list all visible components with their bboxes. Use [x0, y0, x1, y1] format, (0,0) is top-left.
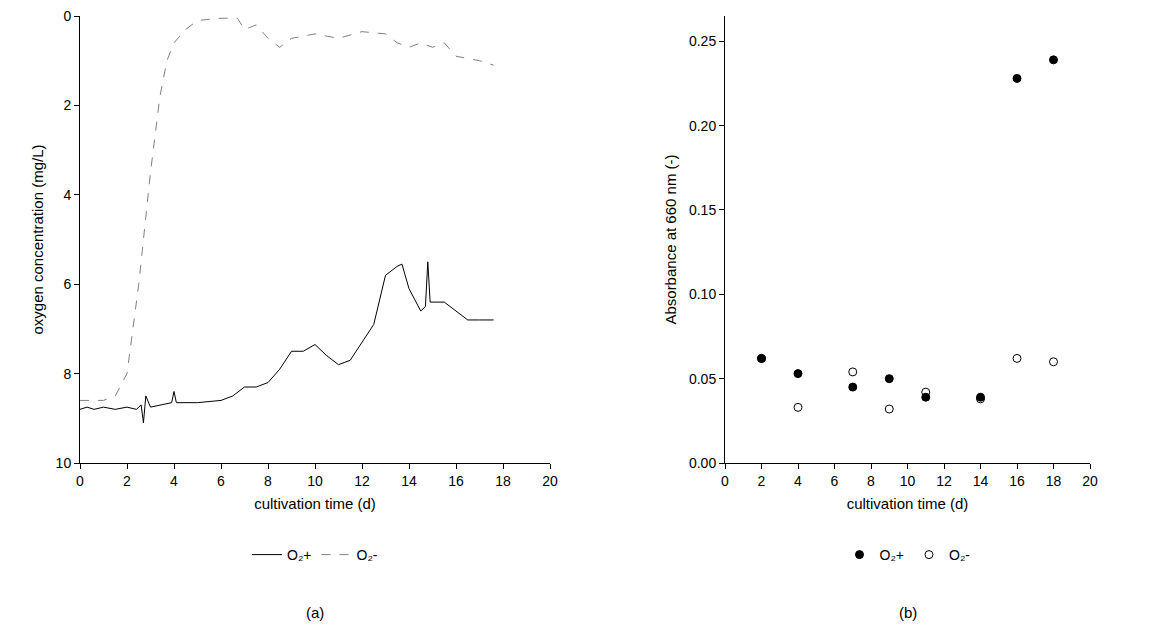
svg-text:0.25: 0.25 — [689, 33, 716, 49]
svg-text:6: 6 — [831, 473, 839, 489]
svg-text:14: 14 — [401, 473, 417, 489]
svg-text:oxygen concentration (mg/L): oxygen concentration (mg/L) — [29, 144, 46, 334]
svg-text:0.10: 0.10 — [689, 286, 716, 302]
svg-text:4: 4 — [170, 473, 178, 489]
svg-text:10: 10 — [900, 473, 916, 489]
svg-text:20: 20 — [542, 473, 558, 489]
svg-text:2: 2 — [758, 473, 766, 489]
svg-text:16: 16 — [448, 473, 464, 489]
svg-text:20: 20 — [1082, 473, 1098, 489]
svg-text:16: 16 — [1009, 473, 1025, 489]
svg-text:6: 6 — [63, 276, 71, 292]
svg-text:12: 12 — [354, 473, 370, 489]
svg-text:4: 4 — [63, 187, 71, 203]
svg-text:6: 6 — [217, 473, 225, 489]
svg-text:0.00: 0.00 — [689, 455, 716, 471]
svg-text:2: 2 — [123, 473, 131, 489]
svg-text:0.20: 0.20 — [689, 118, 716, 134]
svg-text:10: 10 — [56, 455, 72, 471]
svg-text:(b): (b) — [899, 604, 917, 621]
svg-text:18: 18 — [495, 473, 511, 489]
svg-text:O₂+: O₂+ — [287, 547, 312, 563]
svg-text:8: 8 — [264, 473, 272, 489]
svg-text:2: 2 — [63, 97, 71, 113]
svg-text:cultivation time (d): cultivation time (d) — [254, 495, 376, 512]
svg-text:0: 0 — [76, 473, 84, 489]
svg-text:cultivation time (d): cultivation time (d) — [847, 495, 969, 512]
svg-text:14: 14 — [973, 473, 989, 489]
svg-text:10: 10 — [307, 473, 323, 489]
svg-text:0.15: 0.15 — [689, 202, 716, 218]
svg-text:O₂-: O₂- — [357, 547, 378, 563]
svg-text:8: 8 — [63, 366, 71, 382]
svg-text:O₂+: O₂+ — [880, 547, 905, 563]
svg-text:0: 0 — [721, 473, 729, 489]
svg-text:(a): (a) — [306, 604, 324, 621]
svg-text:8: 8 — [867, 473, 875, 489]
svg-text:0: 0 — [63, 8, 71, 24]
svg-text:12: 12 — [936, 473, 952, 489]
svg-text:Absorbance at 660 nm (-): Absorbance at 660 nm (-) — [662, 154, 679, 324]
svg-text:0.05: 0.05 — [689, 371, 716, 387]
svg-text:18: 18 — [1046, 473, 1062, 489]
svg-text:O₂-: O₂- — [949, 547, 970, 563]
svg-text:4: 4 — [794, 473, 802, 489]
